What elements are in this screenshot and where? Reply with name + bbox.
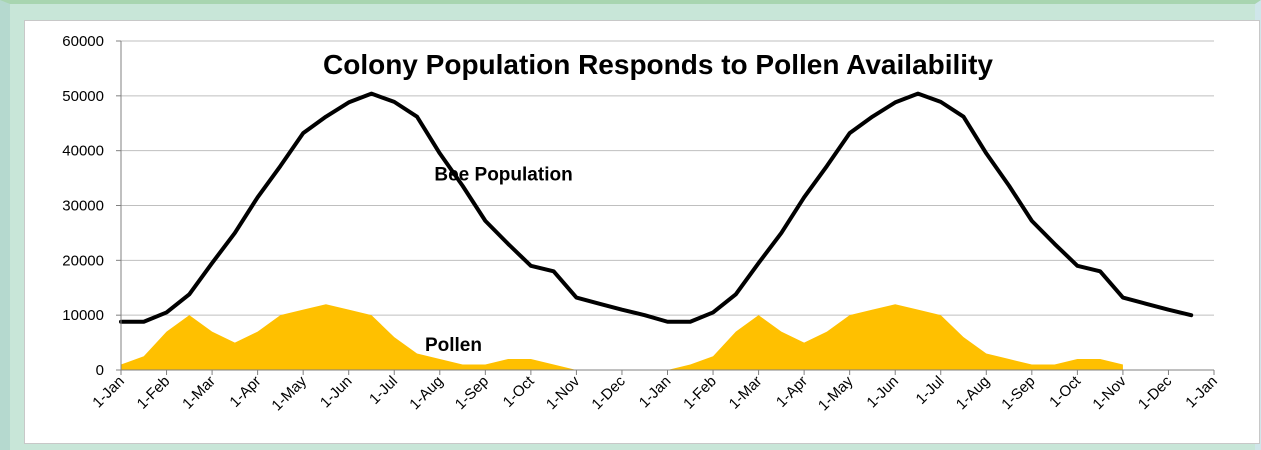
x-tick-label: 1-Dec [588, 372, 629, 413]
chart-container: 0 10000 20000 30000 40000 50000 60000 1-Jan 1-F… [24, 20, 1260, 444]
y-tick-label: 10000 [62, 307, 104, 324]
x-tick-label: 1-Mar [179, 373, 219, 413]
x-tick-label: 1-Dec [1135, 372, 1176, 413]
bee-population-line-layer [119, 91, 1194, 324]
x-tick-label: 1-Mar [726, 373, 766, 413]
x-tick-label: 1-Jun [863, 373, 902, 412]
x-tick-label: 1-Sep [452, 373, 492, 413]
axes [116, 40, 1215, 375]
bee-population-annotation: Bee Population [434, 164, 572, 185]
x-tick-label: 1-Jun [317, 373, 356, 412]
x-tick-label: 1-Oct [500, 372, 539, 411]
x-tick-label: 1-Sep [998, 373, 1038, 413]
bee-population-line [119, 91, 1194, 324]
y-tick-label: 20000 [62, 252, 104, 269]
y-tick-label: 0 [96, 362, 104, 379]
x-tick-label: 1-Jul [913, 373, 948, 408]
pollen-area-layer [121, 304, 1123, 370]
pollen-annotation: Pollen [425, 335, 482, 356]
x-tick-label: 1-Feb [134, 373, 174, 413]
y-axis-ticks: 0 10000 20000 30000 40000 50000 60000 [62, 33, 104, 379]
series-annotations: Bee Population Pollen [425, 164, 573, 356]
x-tick-label: 1-Apr [773, 373, 811, 411]
y-tick-label: 50000 [62, 88, 104, 105]
x-tick-label: 1-Aug [406, 373, 446, 413]
pollen-area [121, 304, 1123, 370]
y-tick-label: 40000 [62, 143, 104, 160]
x-tick-label: 1-Nov [1089, 372, 1130, 413]
x-tick-label: 1-Nov [543, 372, 584, 413]
x-tick-label: 1-Apr [226, 373, 264, 411]
x-tick-label: 1-Jul [366, 373, 401, 408]
x-tick-label: 1-Jan [636, 373, 675, 412]
gridlines [121, 40, 1214, 316]
x-tick-label: 1-Aug [953, 373, 993, 413]
y-tick-label: 60000 [62, 33, 104, 50]
chart-title: Colony Population Responds to Pollen Ava… [323, 49, 993, 80]
x-axis-ticks: 1-Jan 1-Feb 1-Mar 1-Apr 1-May 1-Jun 1-Jul 1-Aug… [89, 372, 1221, 414]
x-tick-label: 1-May [268, 372, 310, 414]
x-tick-label: 1-Feb [680, 373, 720, 413]
x-tick-label: 1-May [815, 372, 857, 414]
y-tick-label: 30000 [62, 198, 104, 215]
x-tick-label: 1-Jan [1182, 373, 1221, 412]
x-tick-label: 1-Oct [1046, 372, 1085, 411]
